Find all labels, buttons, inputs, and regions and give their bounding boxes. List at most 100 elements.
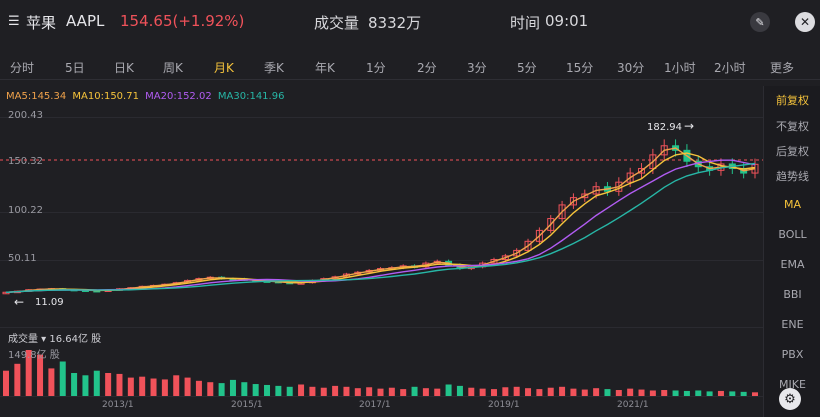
x-axis-label: 2021/1: [617, 400, 649, 410]
ma30-value: MA30:141.96: [217, 91, 285, 102]
volume-bar: [649, 390, 656, 396]
quote-header: ☰ 苹果 AAPL 154.65(+1.92%) 成交量 8332万 时间 09…: [0, 0, 820, 46]
side-item-unadjusted[interactable]: 不复权: [776, 120, 809, 133]
volume-bar: [14, 363, 21, 396]
side-item-ene[interactable]: ENE: [781, 318, 804, 331]
side-item-boll[interactable]: BOLL: [778, 228, 807, 241]
volume-bar: [729, 391, 736, 396]
volume-bar: [3, 370, 9, 396]
grid-line: [0, 117, 763, 118]
volume-bar: [309, 386, 316, 396]
volume-bar: [139, 376, 146, 396]
volume-label: 成交量: [314, 14, 360, 32]
tab-2min[interactable]: 2分: [417, 61, 437, 75]
side-item-pbx[interactable]: PBX: [781, 348, 804, 361]
volume-bar: [740, 391, 747, 396]
tab-daily[interactable]: 日K: [114, 61, 134, 75]
side-item-ma[interactable]: MA: [783, 198, 801, 211]
volume-bar: [343, 386, 350, 396]
ma10-line: [5, 152, 756, 293]
volume-bar: [661, 390, 668, 396]
volume-bar: [627, 388, 634, 396]
volume-bar: [525, 388, 532, 396]
high-arrow-icon: →: [684, 119, 695, 133]
indicator-side-menu: 前复权 不复权 后复权 趋势线 MA BOLL EMA BBI ENE PBX …: [763, 86, 820, 417]
tab-3min[interactable]: 3分: [467, 61, 487, 75]
tab-weekly[interactable]: 周K: [163, 61, 183, 75]
tab-5day[interactable]: 5日: [65, 61, 85, 75]
volume-bar: [388, 387, 395, 396]
edit-icon[interactable]: ✎: [750, 12, 770, 32]
volume-bar: [71, 373, 78, 396]
x-axis-label: 2013/1: [102, 400, 134, 410]
tab-intraday[interactable]: 分时: [10, 61, 35, 75]
kline-chart[interactable]: [0, 0, 763, 417]
volume-bar: [434, 388, 441, 396]
settings-icon[interactable]: ⚙: [779, 388, 801, 410]
volume-bar: [672, 390, 679, 396]
side-item-bbi[interactable]: BBI: [783, 288, 802, 301]
volume-bar: [93, 370, 100, 396]
volume-value: 8332万: [368, 14, 422, 32]
volume-bar: [207, 382, 214, 396]
grid-line: [0, 260, 763, 261]
tab-1hour[interactable]: 1小时: [664, 61, 696, 75]
volume-bar: [536, 389, 543, 396]
tab-1min[interactable]: 1分: [366, 61, 386, 75]
menu-icon[interactable]: ☰: [8, 14, 20, 29]
ma5-line: [5, 147, 756, 293]
volume-bar: [37, 354, 44, 396]
candle-body: [501, 255, 509, 261]
tab-yearly[interactable]: 年K: [315, 61, 335, 75]
volume-bar: [445, 384, 452, 396]
price-axis-label-low: 50.11: [8, 253, 37, 264]
tab-15min[interactable]: 15分: [566, 61, 594, 75]
ma5-value: MA5:145.34: [6, 91, 67, 102]
tab-30min[interactable]: 30分: [617, 61, 645, 75]
tab-quarterly[interactable]: 季K: [264, 61, 284, 75]
candle-body: [524, 240, 532, 251]
volume-bar: [218, 383, 225, 396]
tab-monthly[interactable]: 月K: [214, 61, 234, 75]
candle-body: [569, 197, 577, 206]
x-axis-label: 2017/1: [359, 400, 391, 410]
stock-code: AAPL: [66, 12, 105, 30]
side-item-trendline[interactable]: 趋势线: [776, 170, 809, 183]
volume-bar: [298, 384, 305, 396]
volume-bar: [127, 377, 134, 396]
volume-indicator-label[interactable]: 成交量 ▾ 16.64亿 股: [8, 334, 102, 345]
side-item-mike[interactable]: MIKE: [779, 378, 806, 389]
volume-bar: [173, 375, 180, 396]
grid-line: [0, 212, 763, 213]
volume-bar: [366, 387, 373, 396]
tab-2hour[interactable]: 2小时: [714, 61, 746, 75]
tab-more[interactable]: 更多: [770, 61, 795, 75]
ma10-value: MA10:150.71: [72, 91, 139, 102]
volume-bar: [264, 384, 271, 396]
high-marker-label: 182.94: [647, 122, 682, 133]
ma30-line: [5, 162, 756, 293]
candle-body: [649, 154, 657, 170]
side-item-ema[interactable]: EMA: [780, 258, 805, 271]
candle-body: [535, 229, 543, 242]
side-item-backward-adjusted[interactable]: 后复权: [776, 145, 809, 158]
close-icon[interactable]: ✕: [795, 12, 815, 32]
volume-bar: [547, 387, 554, 396]
volume-bar: [161, 379, 168, 396]
volume-bar: [422, 388, 429, 396]
side-item-forward-adjusted[interactable]: 前复权: [776, 94, 809, 107]
x-axis-label: 2015/1: [231, 400, 263, 410]
price-axis-label-ref: 150.32: [8, 156, 43, 167]
volume-bar: [695, 390, 702, 396]
volume-bar: [286, 386, 293, 396]
volume-bar: [479, 388, 486, 396]
grid-line: [0, 396, 763, 397]
volume-bar: [48, 368, 55, 396]
volume-bar: [320, 387, 327, 396]
volume-bar: [456, 385, 463, 396]
ma20-value: MA20:152.02: [145, 91, 212, 102]
price-axis-label-top: 200.43: [8, 110, 43, 121]
volume-bar: [275, 385, 282, 396]
candle-body: [513, 249, 521, 257]
tab-5min[interactable]: 5分: [517, 61, 537, 75]
